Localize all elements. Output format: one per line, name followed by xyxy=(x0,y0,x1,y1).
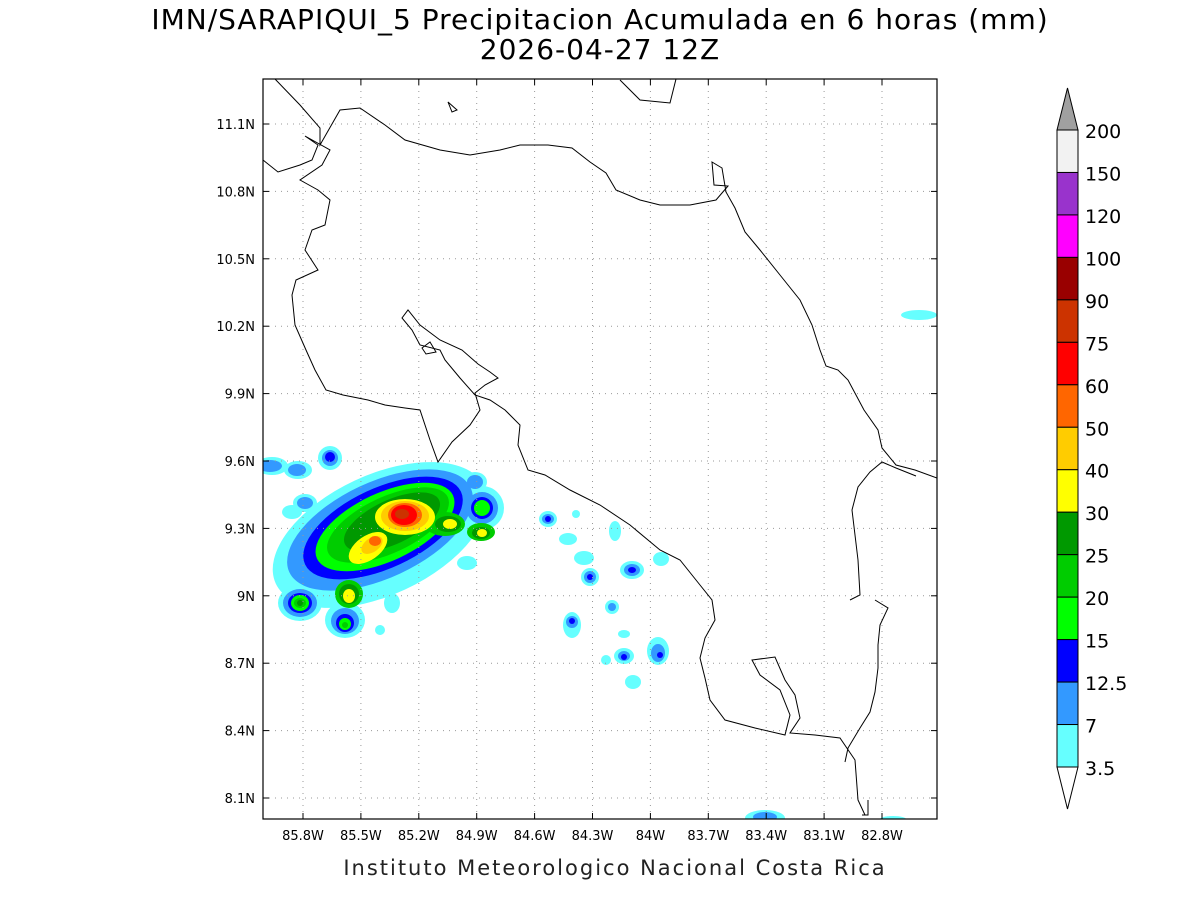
colorbar-label: 90 xyxy=(1085,291,1109,313)
lon-tick-label: 83.4W xyxy=(745,829,787,844)
lat-tick-label: 9.6N xyxy=(225,455,255,470)
precipitation-field xyxy=(263,310,937,819)
colorbar-label: 12.5 xyxy=(1085,673,1127,695)
colorbar-over-triangle xyxy=(1056,87,1079,131)
lon-tick-label: 85.2W xyxy=(398,829,440,844)
footer-credit: Instituto Meteorologico Nacional Costa R… xyxy=(343,856,887,880)
colorbar-label: 60 xyxy=(1085,376,1109,398)
colorbar-label: 100 xyxy=(1085,248,1121,270)
colorbar-label: 25 xyxy=(1085,546,1109,568)
lon-tick-label: 84.9W xyxy=(456,829,498,844)
colorbar-label: 20 xyxy=(1085,588,1109,610)
colorbar-swatch xyxy=(1056,554,1079,598)
colorbar-label: 50 xyxy=(1085,418,1109,440)
colorbar-swatch xyxy=(1056,129,1079,173)
map-grid xyxy=(263,79,937,819)
colorbar-label: 40 xyxy=(1085,461,1109,483)
lon-tick-label: 84.6W xyxy=(514,829,556,844)
latitude-axis: 11.1N 10.8N 10.5N 10.2N 9.9N 9.6N 9.3N 9N 8.7N 8.… xyxy=(216,118,937,807)
lon-tick-label: 83.7W xyxy=(687,829,729,844)
colorbar-swatch xyxy=(1056,639,1079,683)
map-frame xyxy=(262,78,938,820)
coastline xyxy=(263,79,937,816)
lat-tick-label: 10.2N xyxy=(216,320,255,335)
lon-tick-label: 82.8W xyxy=(861,829,903,844)
colorbar-swatch xyxy=(1056,511,1079,556)
lon-tick-label: 84W xyxy=(636,829,666,844)
lat-tick-label: 9.9N xyxy=(225,388,255,403)
colorbar-label: 75 xyxy=(1085,333,1109,355)
colorbar-label: 200 xyxy=(1085,121,1121,143)
lat-tick-label: 8.4N xyxy=(225,725,255,740)
colorbar-swatch xyxy=(1056,256,1079,301)
colorbar-label: 15 xyxy=(1085,631,1109,653)
longitude-axis: 85.8W 85.5W 85.2W 84.9W 84.6W 84.3W 84W 83.7W 83… xyxy=(282,79,903,844)
lon-tick-label: 85.8W xyxy=(282,829,324,844)
colorbar-swatch xyxy=(1056,596,1079,641)
lat-tick-label: 9N xyxy=(237,590,255,605)
colorbar-label: 3.5 xyxy=(1085,758,1115,780)
lon-tick-label: 84.3W xyxy=(572,829,614,844)
colorbar-label: 150 xyxy=(1085,163,1121,185)
colorbar-swatch xyxy=(1056,341,1079,386)
lat-tick-label: 10.5N xyxy=(216,253,255,268)
colorbar-under-triangle xyxy=(1056,766,1079,810)
map-subtitle: 2026-04-27 12Z xyxy=(479,33,721,66)
colorbar-label: 30 xyxy=(1085,503,1109,525)
lat-tick-label: 10.8N xyxy=(216,185,255,200)
colorbar-label: 120 xyxy=(1085,206,1121,228)
colorbar-swatch xyxy=(1056,171,1079,216)
colorbar-swatch xyxy=(1056,426,1079,471)
colorbar-swatch xyxy=(1056,724,1079,768)
colorbar-label: 7 xyxy=(1085,716,1097,738)
colorbar-swatch xyxy=(1056,214,1079,258)
colorbar-swatch xyxy=(1056,681,1079,726)
lat-tick-label: 9.3N xyxy=(225,522,255,537)
colorbar-swatch xyxy=(1056,384,1079,428)
map-title: IMN/SARAPIQUI_5 Precipitacion Acumulada … xyxy=(151,3,1049,36)
lon-tick-label: 83.1W xyxy=(803,829,845,844)
lat-tick-label: 8.1N xyxy=(225,792,255,807)
lat-tick-label: 11.1N xyxy=(216,118,255,133)
colorbar-swatch xyxy=(1056,469,1079,513)
colorbar: 200 150 120 100 90 75 60 50 40 30 25 20 15 12.5 7 3.5 xyxy=(1056,87,1127,810)
lat-tick-label: 8.7N xyxy=(225,657,255,672)
lon-tick-label: 85.5W xyxy=(340,829,382,844)
colorbar-swatch xyxy=(1056,299,1079,343)
